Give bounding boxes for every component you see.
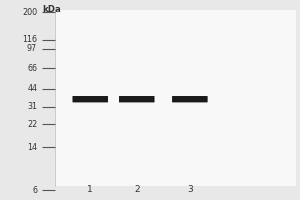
Text: 116: 116 [22, 35, 37, 44]
Text: 97: 97 [27, 44, 37, 53]
Text: 3: 3 [187, 185, 193, 194]
Text: 2: 2 [134, 185, 140, 194]
Text: kDa: kDa [42, 5, 61, 14]
Text: 31: 31 [27, 102, 37, 111]
Text: 44: 44 [27, 84, 37, 93]
Text: 66: 66 [27, 64, 37, 73]
FancyBboxPatch shape [73, 96, 108, 102]
Bar [55, 10, 296, 186]
FancyBboxPatch shape [172, 96, 207, 102]
FancyBboxPatch shape [119, 96, 154, 102]
Text: 6: 6 [32, 186, 37, 195]
Text: 14: 14 [27, 143, 37, 152]
Text: 200: 200 [22, 8, 37, 17]
Text: 22: 22 [27, 120, 37, 129]
FancyBboxPatch shape [119, 96, 154, 102]
FancyBboxPatch shape [73, 96, 108, 102]
Text: 1: 1 [87, 185, 93, 194]
FancyBboxPatch shape [172, 96, 207, 102]
